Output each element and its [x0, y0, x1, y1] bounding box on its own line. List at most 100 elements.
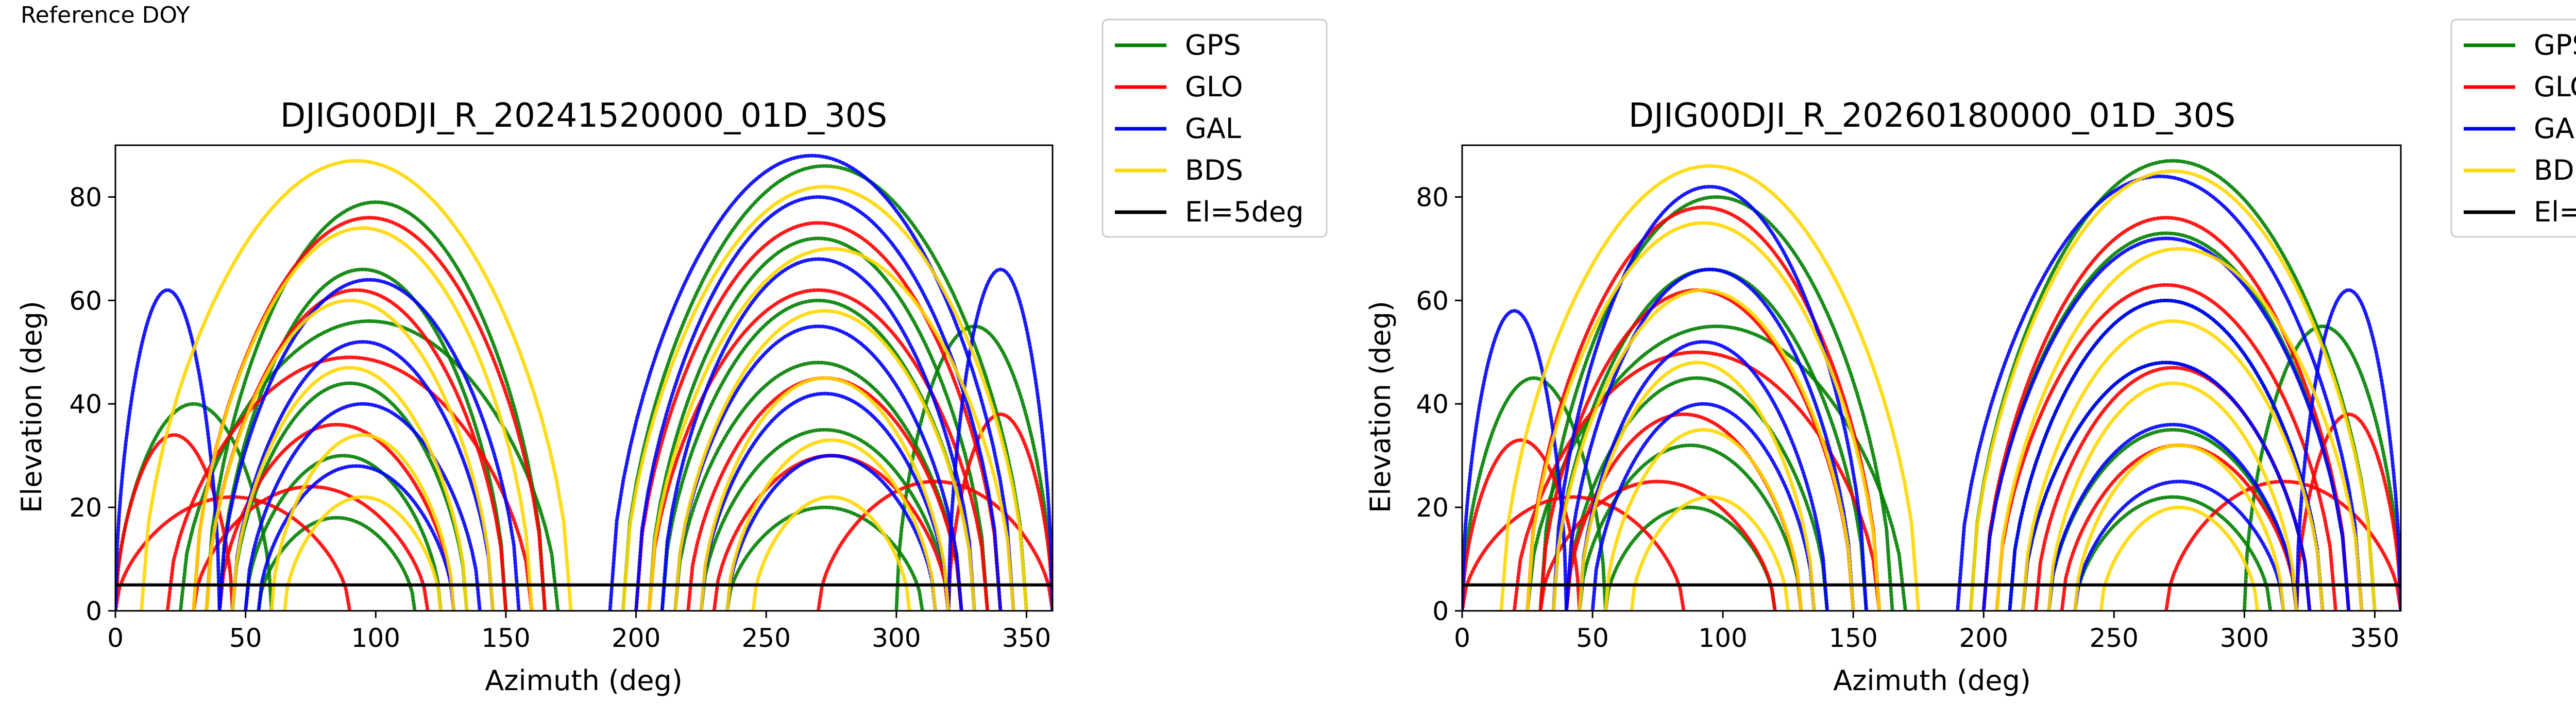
y-tick-label: 20	[1416, 493, 1449, 523]
x-tick-label: 350	[2350, 623, 2399, 653]
skyplot-chart-1: DJIG00DJI_R_20241520000_01D_30S 0 50 100 15…	[15, 19, 1328, 697]
reference-doy-label: Reference DOY	[21, 2, 190, 28]
track-gps-10	[673, 361, 963, 611]
track-bds-7	[1995, 247, 2364, 611]
x-axis-label: Azimuth (deg)	[485, 664, 683, 697]
track-gps-2	[178, 319, 560, 611]
legend-label: GPS	[1185, 29, 1241, 61]
skyplot-chart-2: DJIG00DJI_R_20260180000_01D_30S 0 50 100 15…	[1364, 19, 2576, 697]
track-gal-3	[1590, 402, 1816, 611]
plot-frame	[114, 144, 1054, 612]
x-tick-label: 250	[741, 623, 790, 653]
y-tick-label: 0	[1432, 596, 1449, 626]
track-glo-11	[816, 479, 1053, 611]
track-gal-1	[1564, 267, 1855, 611]
track-gal-0	[1551, 184, 1868, 611]
track-gps-7	[621, 164, 1028, 611]
track-bds-5	[282, 495, 443, 611]
track-bds-11	[751, 495, 911, 611]
track-glo-6	[1462, 495, 1686, 611]
x-tick-label: 100	[1698, 623, 1747, 653]
satellite-tracks	[1462, 159, 2401, 611]
y-tick-label: 40	[1416, 389, 1449, 419]
x-axis-ticks: 0 50 100 150 200 250 300 350	[107, 611, 1051, 653]
y-axis-label: Elevation (deg)	[1364, 301, 1397, 513]
legend-label: GLO	[2534, 71, 2576, 103]
legend-label: GAL	[1185, 112, 1241, 145]
x-tick-label: 50	[229, 623, 262, 653]
x-tick-label: 150	[481, 623, 530, 653]
track-bds-9	[2047, 381, 2299, 611]
x-axis-label: Azimuth (deg)	[1833, 664, 2031, 697]
track-glo-7	[634, 221, 1003, 611]
track-gal-6	[1981, 236, 2351, 611]
track-bds-8	[2021, 319, 2325, 611]
track-gps-5	[1603, 505, 1777, 611]
track-gal-4	[115, 288, 222, 611]
y-tick-label: 40	[69, 389, 102, 419]
x-tick-label: 250	[2090, 623, 2139, 653]
legend-label: GAL	[2534, 112, 2576, 145]
x-tick-label: 150	[1828, 623, 1877, 653]
satellite-tracks	[115, 153, 1053, 611]
track-gps-4	[244, 454, 443, 611]
track-gal-0	[217, 278, 521, 611]
x-tick-label: 300	[872, 623, 921, 653]
track-bds-4	[269, 433, 456, 611]
track-bds-2	[1551, 288, 1855, 611]
chart-title: DJIG00DJI_R_20241520000_01D_30S	[280, 97, 887, 135]
y-tick-label: 20	[69, 493, 102, 523]
track-glo-3	[217, 422, 456, 611]
track-bds-0	[1499, 164, 1921, 611]
legend-label: GLO	[1185, 71, 1243, 103]
x-tick-label: 200	[1959, 623, 2008, 653]
track-bds-10	[725, 438, 938, 611]
track-glo-2	[165, 355, 534, 611]
plot-area	[114, 144, 1054, 612]
track-gps-0	[1538, 195, 1894, 611]
track-bds-2	[205, 298, 495, 611]
track-bds-6	[621, 184, 1028, 611]
track-bds-3	[1578, 361, 1816, 611]
legend-label: BDS	[2534, 154, 2576, 186]
y-axis-ticks: 0 20 40 60 80	[1416, 182, 1462, 626]
x-tick-label: 300	[2220, 623, 2269, 653]
plot-frame	[1461, 144, 2402, 612]
track-gal-10	[725, 454, 938, 611]
track-bds-11	[2099, 505, 2260, 611]
x-tick-label: 200	[612, 623, 660, 653]
track-glo-12	[946, 412, 1053, 611]
track-bds-8	[673, 308, 976, 611]
track-gal-4	[1462, 308, 1568, 611]
track-bds-9	[699, 376, 951, 611]
track-bds-1	[1526, 221, 1882, 611]
plot-area	[1461, 144, 2402, 612]
x-tick-label: 350	[1002, 623, 1051, 653]
track-gps-5	[257, 516, 417, 611]
legend-label: El=5deg	[2534, 196, 2576, 228]
track-glo-4	[1538, 479, 1777, 611]
x-tick-label: 50	[1576, 623, 1609, 653]
legend: GPS GLO GAL BDS El=5deg	[1101, 19, 1328, 238]
y-axis-ticks: 0 20 40 60 80	[69, 182, 115, 626]
track-glo-11	[2164, 479, 2401, 611]
y-tick-label: 80	[1416, 182, 1449, 212]
legend-label: BDS	[1185, 154, 1243, 186]
y-tick-label: 80	[69, 182, 102, 212]
track-bds-1	[192, 226, 534, 611]
track-bds-4	[1603, 427, 1803, 611]
legend-label: El=5deg	[1185, 196, 1304, 228]
track-bds-3	[230, 366, 469, 611]
y-axis-label: Elevation (deg)	[15, 301, 48, 513]
track-gal-5	[1956, 174, 2364, 611]
track-gal-2	[244, 402, 482, 611]
legend-label: GPS	[2534, 29, 2576, 61]
track-gps-12	[2073, 495, 2273, 611]
track-gal-9	[2047, 422, 2299, 611]
track-gal-8	[2021, 361, 2312, 611]
track-gal-7	[2008, 298, 2325, 611]
track-gal-8	[673, 324, 963, 611]
track-gal-9	[699, 391, 951, 611]
track-bds-5	[1630, 495, 1790, 611]
track-glo-12	[2295, 412, 2401, 611]
